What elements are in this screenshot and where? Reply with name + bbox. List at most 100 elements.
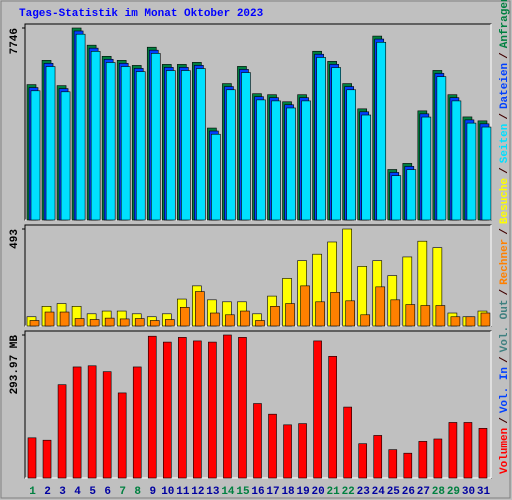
bar <box>208 341 217 479</box>
x-tick-label: 6 <box>104 486 111 498</box>
legend-separator: / <box>499 417 511 424</box>
bar <box>451 100 462 221</box>
legend-entry: Besuche <box>499 177 511 224</box>
bar <box>465 316 476 327</box>
bar <box>211 133 221 221</box>
x-tick-label: 3 <box>59 486 66 498</box>
bar <box>75 33 86 221</box>
bar <box>405 304 416 327</box>
legend-entry: Anfragen <box>499 0 511 48</box>
bar <box>150 53 161 221</box>
bar <box>466 122 477 221</box>
legend-entry: Seiten <box>499 124 511 164</box>
x-tick-label: 8 <box>134 486 141 498</box>
x-tick-label: 9 <box>149 486 156 498</box>
bar <box>435 305 446 327</box>
bar <box>360 314 371 327</box>
bar <box>45 66 56 221</box>
bar <box>373 435 383 479</box>
bar <box>119 318 130 327</box>
x-tick-label: 20 <box>312 486 325 498</box>
bar <box>480 312 491 327</box>
legend-entry: Volumen <box>499 428 511 474</box>
bar <box>180 307 190 327</box>
legend-separator: / <box>499 289 511 296</box>
bar <box>301 100 311 221</box>
legend-entry: Vol. In <box>499 367 511 413</box>
bar <box>117 392 127 479</box>
bar <box>343 406 352 479</box>
x-tick-label: 13 <box>206 486 220 498</box>
bar <box>420 305 431 327</box>
x-tick-label: 4 <box>74 486 81 498</box>
bar <box>406 169 417 221</box>
legend-separator: / <box>499 356 511 363</box>
bar <box>375 286 386 327</box>
bar <box>87 365 97 479</box>
bar <box>268 413 277 479</box>
bar <box>361 114 372 221</box>
x-tick-label: 23 <box>357 486 371 498</box>
bar <box>313 340 322 479</box>
bar <box>331 67 341 221</box>
bar <box>132 366 142 479</box>
bar <box>330 292 340 327</box>
x-tick-label: 24 <box>372 486 386 498</box>
bar <box>72 366 82 479</box>
x-tick-label: 30 <box>462 486 475 498</box>
bar <box>178 337 187 479</box>
bar <box>134 318 145 327</box>
bar <box>316 57 326 221</box>
x-tick-label: 11 <box>176 486 190 498</box>
legend-separator: / <box>499 113 511 120</box>
bar <box>165 70 176 221</box>
bar <box>193 340 202 479</box>
y-tick-label: 493 <box>9 229 21 249</box>
bar <box>164 319 175 327</box>
bar <box>388 449 398 479</box>
x-tick-label: 16 <box>251 486 264 498</box>
legend-separator: / <box>499 167 511 174</box>
bar <box>478 428 488 479</box>
bar <box>74 318 85 327</box>
bar <box>376 41 387 221</box>
bar <box>253 403 262 479</box>
bar <box>436 76 447 221</box>
bar <box>181 70 191 221</box>
x-tick-label: 31 <box>477 486 491 498</box>
x-tick-label: 5 <box>89 486 96 498</box>
x-tick-label: 25 <box>387 486 401 498</box>
bar <box>481 126 492 221</box>
bar <box>89 319 100 327</box>
chart-title: Tages-Statistik im Monat Oktober 2023 <box>19 8 264 20</box>
x-tick-label: 27 <box>417 486 430 498</box>
bar <box>300 285 310 327</box>
x-tick-label: 10 <box>161 486 174 498</box>
bar <box>450 316 461 327</box>
bar <box>195 291 205 327</box>
x-tick-label: 26 <box>402 486 415 498</box>
x-tick-label: 21 <box>327 486 341 498</box>
bar <box>433 438 443 479</box>
x-tick-label: 14 <box>221 486 235 498</box>
legend-entry: Rechner <box>499 239 511 285</box>
bar <box>59 311 70 327</box>
bar <box>346 89 356 221</box>
bar <box>196 68 206 221</box>
bar <box>104 317 115 327</box>
bar <box>238 337 247 479</box>
bar <box>358 443 368 479</box>
bar <box>255 320 265 327</box>
bar <box>240 310 250 327</box>
bar <box>390 299 401 327</box>
bar <box>223 334 232 479</box>
y-tick-label: 7746 <box>9 28 21 54</box>
bar <box>210 312 220 327</box>
bar <box>44 311 55 327</box>
bar <box>42 439 52 479</box>
legend-entry: Dateien <box>499 63 511 109</box>
x-tick-label: 28 <box>432 486 446 498</box>
bar <box>421 116 432 221</box>
